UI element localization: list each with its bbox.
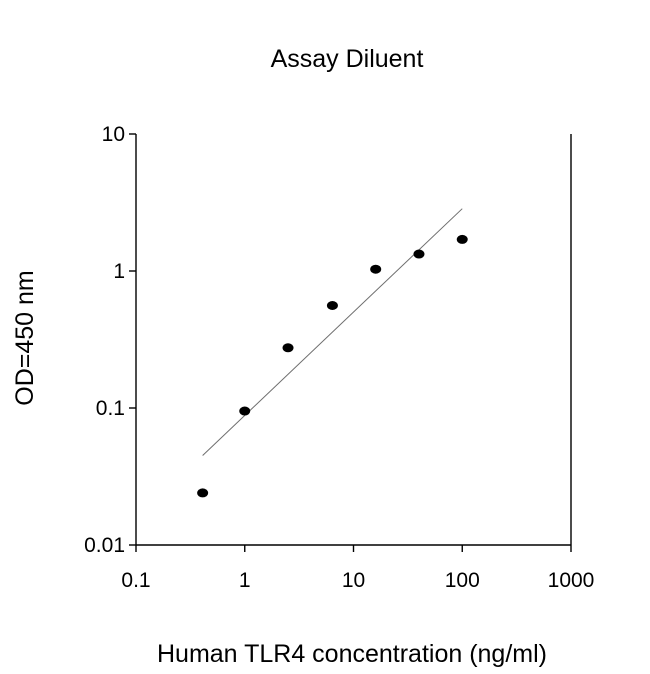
data-point <box>456 234 468 244</box>
y-tick-label: 0.01 <box>84 534 125 557</box>
x-tick-label: 0.1 <box>121 569 150 592</box>
regression-line <box>202 208 463 456</box>
y-tick-label: 1 <box>113 260 125 283</box>
x-tick-label: 1000 <box>548 569 595 592</box>
data-point <box>197 488 209 498</box>
y-tick-label: 10 <box>102 123 125 146</box>
data-point <box>239 406 251 416</box>
data-point <box>370 264 382 274</box>
data-points <box>197 234 468 498</box>
plot-area <box>135 134 572 546</box>
x-axis-label: Human TLR4 concentration (ng/ml) <box>157 640 547 668</box>
x-tick-label: 10 <box>342 569 365 592</box>
data-point <box>413 249 425 259</box>
x-axis: 0.1 1 10 100 1000 <box>121 545 594 592</box>
data-point <box>326 300 338 310</box>
data-point <box>282 343 294 353</box>
y-axis-label: OD=450 nm <box>11 270 39 406</box>
y-axis: 0.01 0.1 1 10 <box>84 123 136 557</box>
y-tick-label: 0.1 <box>96 397 125 420</box>
chart-title: Assay Diluent <box>271 45 424 73</box>
x-tick-label: 100 <box>445 569 480 592</box>
x-tick-label: 1 <box>239 569 251 592</box>
